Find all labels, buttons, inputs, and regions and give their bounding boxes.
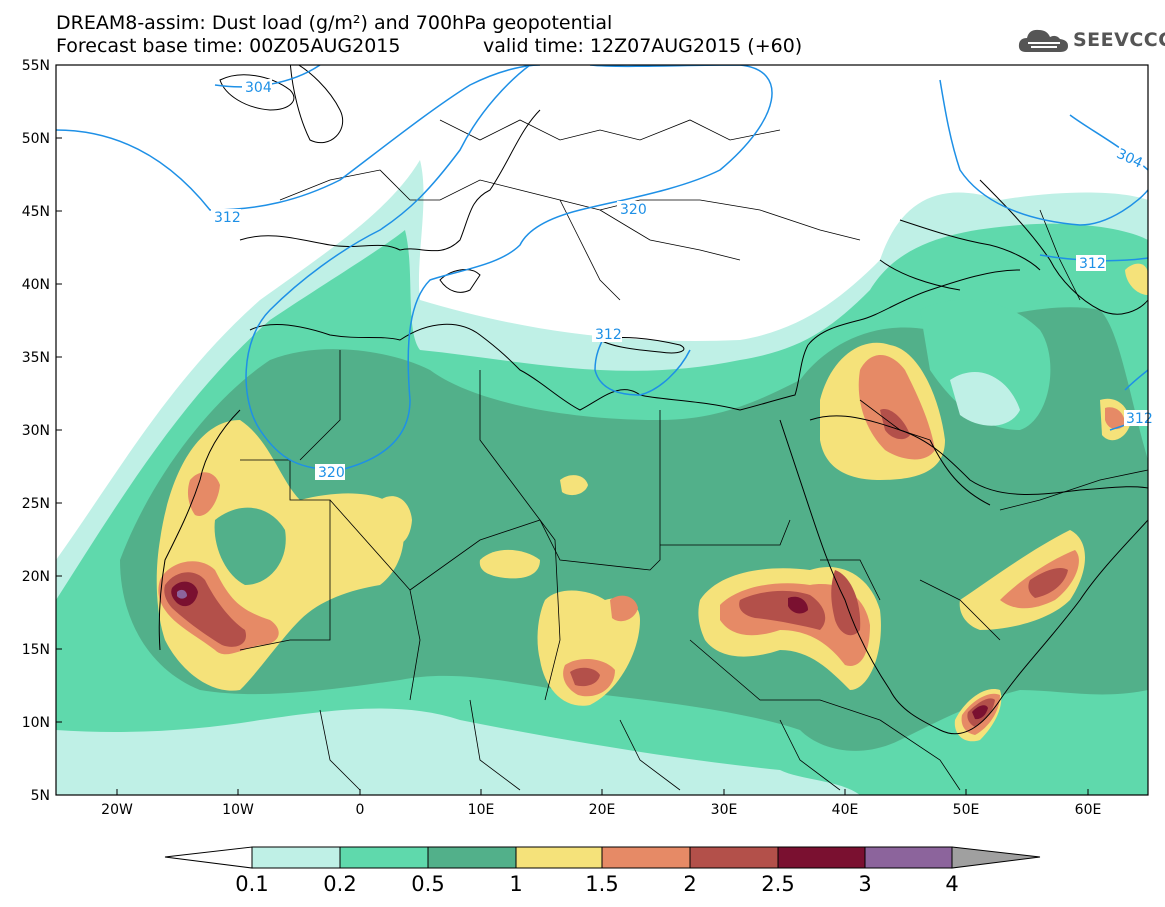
lon-label: 50E — [953, 802, 980, 818]
colorbar-under-arrow — [164, 846, 253, 869]
country-borders — [239, 119, 1148, 791]
colorbar-label: 0.5 — [411, 872, 445, 896]
lat-label: 20N — [22, 569, 50, 585]
colorbar-swatch — [427, 846, 517, 869]
lon-label: 40E — [832, 802, 859, 818]
colorbar-swatch — [601, 846, 691, 869]
lat-label: 35N — [22, 350, 50, 366]
map-title: DREAM8-assim: Dust load (g/m²) and 700hP… — [56, 12, 613, 34]
forecast-base-time: Forecast base time: 00Z05AUG2015 — [56, 35, 401, 57]
lat-label: 25N — [22, 496, 50, 512]
coastlines — [158, 65, 1148, 735]
geopotential-contours — [56, 65, 1148, 471]
contour-label: 320 — [318, 465, 345, 481]
lat-label: 55N — [22, 58, 50, 74]
colorbar-over-arrow — [951, 846, 1041, 869]
lon-label: 0 — [356, 802, 365, 818]
dust-load-field — [56, 65, 1148, 795]
contour-label: 312 — [214, 210, 241, 226]
colorbar-swatch — [251, 846, 341, 869]
colorbar-swatch — [339, 846, 429, 869]
lon-label: 60E — [1075, 802, 1102, 818]
contour-labels: 304 312 320 312 320 312 304 312 — [211, 79, 1153, 481]
valid-time: valid time: 12Z07AUG2015 (+60) — [483, 35, 803, 57]
contour-label: 312 — [1126, 411, 1153, 427]
longitude-labels: 20W 10W 0 10E 20E 30E 40E 50E 60E — [101, 802, 1101, 818]
colorbar-label: 4 — [945, 872, 959, 896]
contour-label: 312 — [595, 327, 622, 343]
lon-label: 10E — [468, 802, 495, 818]
lat-label: 30N — [22, 423, 50, 439]
lon-label: 10W — [222, 802, 254, 818]
lat-label: 15N — [22, 642, 50, 658]
lon-label: 20E — [589, 802, 616, 818]
lat-label: 45N — [22, 204, 50, 220]
colorbar-label: 2.5 — [761, 872, 795, 896]
colorbar-label: 2 — [683, 872, 697, 896]
latitude-labels: 55N 50N 45N 40N 35N 30N 25N 20N 15N 10N … — [22, 58, 50, 804]
colorbar-label: 0.1 — [235, 872, 269, 896]
cloud-icon — [1018, 29, 1068, 52]
colorbar-swatch — [864, 846, 953, 869]
colorbar-swatch — [515, 846, 603, 869]
lat-label: 40N — [22, 277, 50, 293]
lat-label: 50N — [22, 131, 50, 147]
colorbar-swatch — [777, 846, 866, 869]
colorbar-label: 1.5 — [585, 872, 619, 896]
colorbar-label: 3 — [858, 872, 872, 896]
lon-label: 20W — [101, 802, 133, 818]
seevccc-logo: SEEVCCC — [1018, 26, 1165, 56]
colorbar — [164, 846, 1041, 869]
lat-label: 5N — [31, 788, 50, 804]
colorbar-label: 1 — [509, 872, 523, 896]
contour-label: 312 — [1079, 256, 1106, 272]
lat-label: 10N — [22, 715, 50, 731]
lon-label: 30E — [711, 802, 738, 818]
colorbar-swatch — [689, 846, 779, 869]
contour-label: 304 — [245, 80, 272, 96]
axis-ticks — [56, 64, 1089, 796]
contour-label: 320 — [620, 202, 647, 218]
logo-text: SEEVCCC — [1073, 29, 1165, 51]
colorbar-label: 0.2 — [323, 872, 357, 896]
